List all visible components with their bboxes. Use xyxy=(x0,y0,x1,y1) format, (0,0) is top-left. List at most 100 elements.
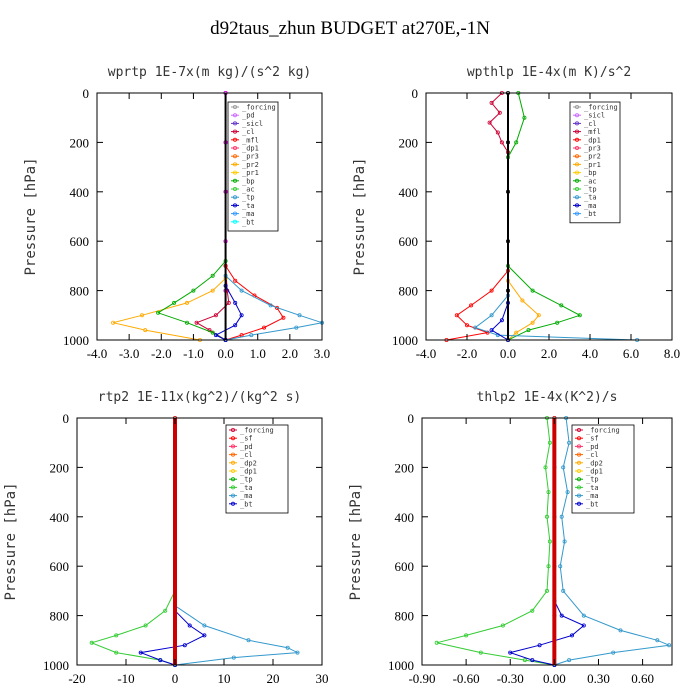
series-point xyxy=(546,490,551,495)
page-title: d92taus_zhun BUDGET at270E,-1N xyxy=(210,18,490,39)
y-tick-label: 0 xyxy=(412,86,419,101)
series-point xyxy=(530,320,535,325)
x-tick-label: -10 xyxy=(117,671,134,686)
legend-entry: _bp xyxy=(584,169,597,177)
x-tick-label: 0.0 xyxy=(500,346,516,361)
y-tick-label: 0 xyxy=(63,411,70,426)
series-point xyxy=(522,658,527,663)
plot-frame xyxy=(96,92,323,341)
x-tick-label: 0.60 xyxy=(631,671,654,686)
y-axis-label: Pressure [hPa] xyxy=(348,482,364,600)
legend-entry: _forcing xyxy=(242,104,276,112)
y-tick-label: 400 xyxy=(50,510,70,525)
legend-marker xyxy=(232,137,237,142)
y-tick-label: 1000 xyxy=(63,333,89,348)
legend-entry: _ma xyxy=(242,210,255,218)
series-line xyxy=(446,270,509,341)
series-point xyxy=(114,650,119,655)
series-point xyxy=(514,140,519,145)
series-point xyxy=(89,640,94,645)
legend-marker xyxy=(575,195,580,200)
legend-entry: _tp xyxy=(242,194,255,202)
series-point xyxy=(285,645,290,650)
legend-box xyxy=(571,424,635,514)
series-point xyxy=(667,643,672,648)
series-point xyxy=(508,650,513,655)
x-tick-label: -2.0 xyxy=(151,346,172,361)
legend-entry: _dp2 xyxy=(240,459,257,467)
series-line xyxy=(174,605,300,666)
series-point xyxy=(530,658,535,663)
panel-title: thlp2 1E-4x(K^2)/s xyxy=(477,390,618,405)
legend-marker xyxy=(230,436,235,441)
legend-entry: _cl xyxy=(586,451,599,459)
x-tick-label: -20 xyxy=(68,671,85,686)
legend-marker xyxy=(230,452,235,457)
series-point xyxy=(562,539,567,544)
legend-marker xyxy=(575,145,580,150)
y-tick-label: 600 xyxy=(399,234,419,249)
plot-frame xyxy=(421,417,673,666)
series-point xyxy=(143,328,148,333)
series-point xyxy=(500,623,505,628)
x-tick-label: 20 xyxy=(267,671,280,686)
series-line xyxy=(225,275,324,341)
series-point xyxy=(478,650,483,655)
legend-marker xyxy=(577,485,582,490)
series-point xyxy=(489,100,494,105)
legend-entry: _forcing xyxy=(586,427,620,435)
legend-marker xyxy=(575,154,580,159)
chart-panel-4: thlp2 1E-4x(K^2)/s Pressure [hPa] -0.90 -0.… xyxy=(348,390,673,686)
series-line xyxy=(474,295,638,341)
series-point xyxy=(581,613,586,618)
legend-entry: _sf xyxy=(240,435,253,443)
legend-entry: _pr2 xyxy=(584,153,601,161)
series-line xyxy=(507,92,582,341)
x-tick-label: 2.0 xyxy=(541,346,557,361)
y-tick-label: 600 xyxy=(50,559,70,574)
x-tick-label: 0 xyxy=(172,671,179,686)
series-point xyxy=(297,313,302,318)
legend-entry: _cl xyxy=(584,120,597,128)
series-point xyxy=(111,320,116,325)
series-point xyxy=(143,623,148,628)
series-point xyxy=(473,325,478,330)
x-tick-label: -0.60 xyxy=(453,671,480,686)
series-point xyxy=(577,313,582,318)
legend-marker xyxy=(230,460,235,465)
series-point xyxy=(497,110,502,115)
legend-entry: _bt xyxy=(242,218,255,226)
legend-marker xyxy=(575,137,580,142)
legend-entry: _pr3 xyxy=(584,145,601,153)
legend-entry: _pr2 xyxy=(242,161,259,169)
series-point xyxy=(489,313,494,318)
series-point xyxy=(565,490,570,495)
y-tick-label: 200 xyxy=(50,460,70,475)
legend-marker xyxy=(230,501,235,506)
legend-marker xyxy=(575,129,580,134)
series-line xyxy=(195,265,230,341)
legend-marker xyxy=(232,170,237,175)
series-point xyxy=(163,608,168,613)
chart-panel-1: wprtp 1E-7x(m kg)/(s^2 kg) Pressure [hPa]… xyxy=(23,65,330,361)
series-point xyxy=(210,330,215,335)
series-point xyxy=(469,303,474,308)
x-tick-label: 3.0 xyxy=(314,346,330,361)
series-point xyxy=(611,650,616,655)
series-point xyxy=(543,465,548,470)
legend-entry: _pd xyxy=(240,443,253,451)
series-line xyxy=(138,610,206,666)
legend-marker xyxy=(232,129,237,134)
series-point xyxy=(454,313,459,318)
legend-entry: _ma xyxy=(584,202,597,210)
series-point xyxy=(114,633,119,638)
legend: _forcing_sf_pd_cl_dp2_dp1_tp_ta_ma_bt xyxy=(225,424,289,514)
series-point xyxy=(233,278,238,283)
legend-marker xyxy=(232,186,237,191)
series-point xyxy=(567,440,572,445)
y-tick-label: 0 xyxy=(83,86,90,101)
x-tick-label: -4.0 xyxy=(87,346,108,361)
legend-marker xyxy=(575,162,580,167)
legend-marker xyxy=(575,121,580,126)
